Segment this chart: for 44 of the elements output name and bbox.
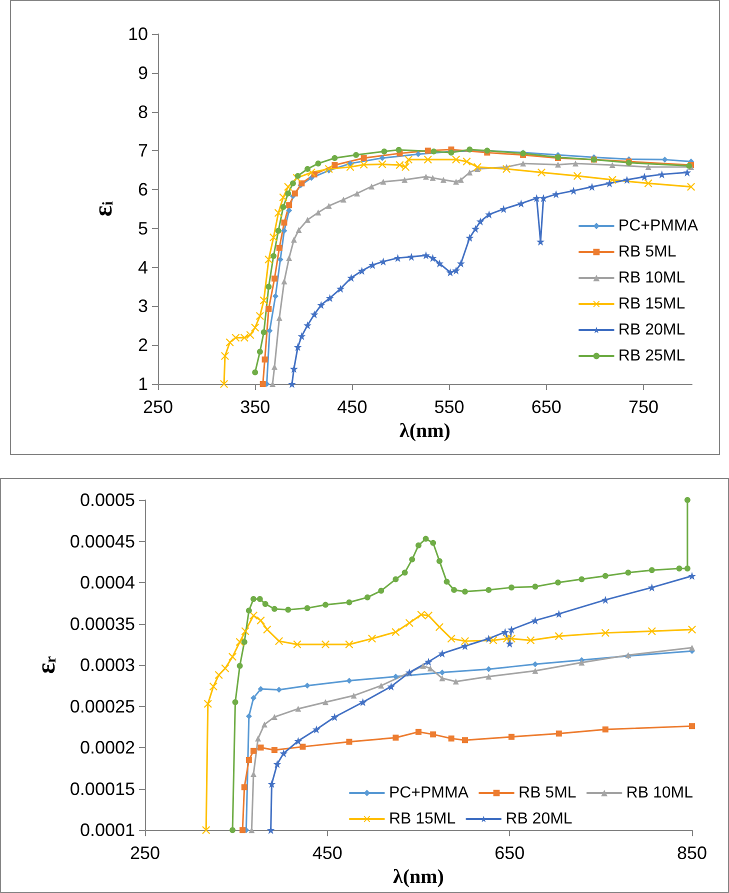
x-tick-label: 650 xyxy=(494,843,525,864)
y-tick-label: 3 xyxy=(138,296,148,316)
y-tick-label: 1 xyxy=(138,374,148,394)
y-tick-label: 0.00025 xyxy=(70,696,135,716)
y-axis-title: εr xyxy=(32,656,61,674)
legend-label: RB 25ML xyxy=(618,348,686,364)
x-tick-label: 450 xyxy=(312,843,342,864)
x-tick-label: 850 xyxy=(676,843,708,864)
y-tick-label: 0.0002 xyxy=(80,738,135,758)
y-tick-label: 4 xyxy=(138,257,148,278)
legend-label: RB 10ML xyxy=(626,784,694,802)
legend-label: RB 5ML xyxy=(618,244,676,260)
legend-label: RB 20ML xyxy=(618,322,686,338)
y-tick-label: 5 xyxy=(138,218,148,238)
legend-label: RB 5ML xyxy=(518,784,576,802)
y-tick-label: 0.00045 xyxy=(70,531,135,552)
x-axis-title: λ(nm) xyxy=(400,420,450,442)
legend-label: PC+PMMA xyxy=(618,218,698,234)
x-tick-label: 750 xyxy=(628,397,658,417)
y-tick-label: 0.0004 xyxy=(80,572,135,593)
legend-label: PC+PMMA xyxy=(388,784,469,802)
legend-label: RB 15ML xyxy=(618,296,686,312)
y-tick-label: 6 xyxy=(138,180,148,200)
x-tick-label: 250 xyxy=(130,843,160,864)
legend-label: RB 20ML xyxy=(506,810,572,828)
x-tick-label: 450 xyxy=(337,397,368,417)
x-tick-label: 650 xyxy=(531,397,562,417)
y-tick-label: 8 xyxy=(138,102,148,122)
y-tick-label: 0.0001 xyxy=(80,820,135,840)
y-tick-label: 0.00015 xyxy=(70,778,135,799)
y-tick-label: 7 xyxy=(138,140,148,161)
x-axis-title: λ(nm) xyxy=(393,866,444,888)
x-tick-label: 350 xyxy=(240,397,270,417)
y-tick-label: 9 xyxy=(138,62,148,83)
y-tick-label: 0.0003 xyxy=(80,655,135,676)
legend-label: RB 10ML xyxy=(618,270,686,286)
x-tick-label: 550 xyxy=(434,397,464,417)
x-tick-label: 250 xyxy=(142,397,174,417)
y-tick-label: 0.00035 xyxy=(70,614,135,634)
legend-label: RB 15ML xyxy=(388,810,456,828)
y-tick-label: 0.0005 xyxy=(80,490,135,510)
y-axis-title: εi xyxy=(88,201,118,217)
y-tick-label: 10 xyxy=(128,24,148,44)
y-tick-label: 2 xyxy=(138,335,148,356)
